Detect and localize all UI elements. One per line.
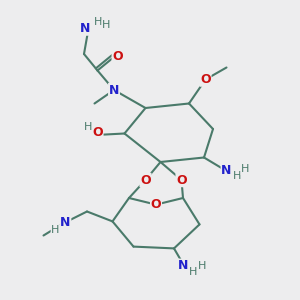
Text: H: H bbox=[241, 164, 250, 175]
Text: H: H bbox=[198, 261, 206, 272]
Text: O: O bbox=[176, 173, 187, 187]
Text: O: O bbox=[200, 73, 211, 86]
Text: H: H bbox=[94, 17, 102, 27]
Text: O: O bbox=[92, 126, 103, 139]
Text: H: H bbox=[51, 225, 60, 235]
Text: O: O bbox=[140, 173, 151, 187]
Text: H: H bbox=[233, 171, 241, 182]
Text: N: N bbox=[60, 215, 70, 229]
Text: N: N bbox=[221, 164, 232, 178]
Text: H: H bbox=[189, 267, 198, 278]
Text: O: O bbox=[112, 50, 123, 64]
Text: O: O bbox=[151, 198, 161, 211]
Text: H: H bbox=[102, 20, 111, 31]
Text: N: N bbox=[109, 83, 119, 97]
Text: H: H bbox=[83, 122, 92, 132]
Text: N: N bbox=[80, 22, 90, 35]
Text: N: N bbox=[178, 259, 188, 272]
